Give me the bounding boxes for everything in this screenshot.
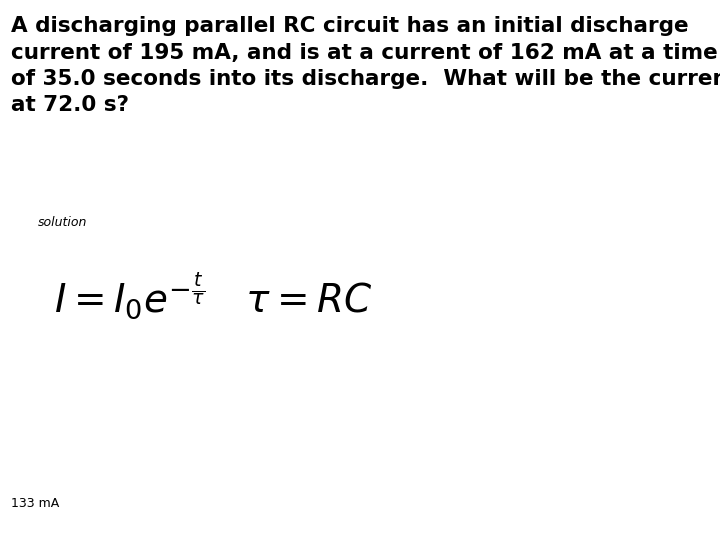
Text: solution: solution bbox=[37, 216, 87, 229]
Text: 133 mA: 133 mA bbox=[11, 497, 59, 510]
Text: $I = I_0 e^{-\frac{t}{\tau}} \quad \tau = RC$: $I = I_0 e^{-\frac{t}{\tau}} \quad \tau … bbox=[54, 270, 372, 321]
Text: A discharging parallel RC circuit has an initial discharge
current of 195 mA, an: A discharging parallel RC circuit has an… bbox=[11, 16, 720, 116]
